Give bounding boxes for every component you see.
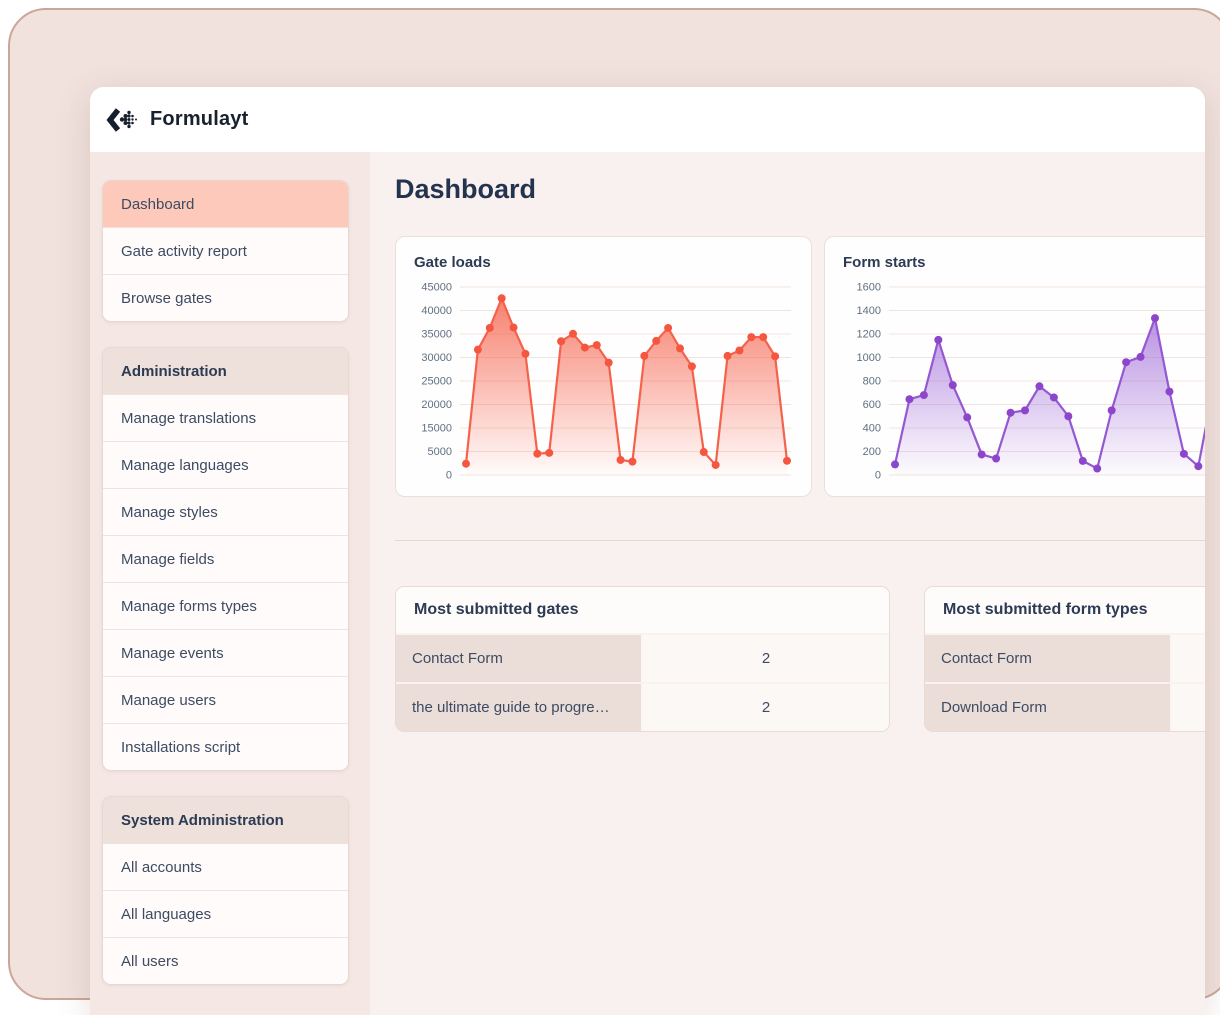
table-title: Most submitted gates bbox=[396, 587, 889, 633]
svg-text:200: 200 bbox=[863, 446, 881, 458]
table-body: Contact Form Download Form bbox=[925, 633, 1205, 731]
table-row: the ultimate guide to progre… 2 bbox=[396, 682, 889, 731]
svg-text:5000: 5000 bbox=[428, 446, 452, 458]
sidebar-item-manage-events[interactable]: Manage events bbox=[103, 629, 348, 676]
sidebar-item-manage-styles[interactable]: Manage styles bbox=[103, 488, 348, 535]
row-label: Contact Form bbox=[925, 635, 1172, 682]
sidebar-item-manage-forms-types[interactable]: Manage forms types bbox=[103, 582, 348, 629]
table-body: Contact Form 2 the ultimate guide to progr… bbox=[396, 633, 889, 731]
svg-text:1600: 1600 bbox=[857, 282, 881, 294]
svg-text:45000: 45000 bbox=[421, 282, 452, 294]
row-value: 2 bbox=[643, 684, 889, 731]
sidebar-item-installations-script[interactable]: Installations script bbox=[103, 723, 348, 770]
svg-text:30000: 30000 bbox=[421, 352, 452, 364]
table-row: Contact Form 2 bbox=[396, 633, 889, 682]
sidebar-group-header: System Administration bbox=[103, 797, 348, 843]
row-label: Download Form bbox=[925, 684, 1172, 731]
svg-text:0: 0 bbox=[875, 470, 881, 482]
sidebar-item-dashboard[interactable]: Dashboard bbox=[103, 181, 348, 227]
sidebar-item-all-languages[interactable]: All languages bbox=[103, 890, 348, 937]
sidebar-group-header: Administration bbox=[103, 348, 348, 394]
formulayt-logo-icon bbox=[106, 107, 137, 132]
page-background-panel: Formulayt Dashboard Gate activity report B… bbox=[8, 8, 1220, 1015]
brand-name: Formulayt bbox=[150, 108, 249, 130]
svg-text:400: 400 bbox=[863, 423, 881, 435]
form-starts-chart: 1600 1400 1200 1000 800 600 400 200 0 bbox=[843, 277, 1205, 487]
gate-loads-chart: 45000 40000 35000 30000 25000 20000 15000 5000 0 bbox=[414, 277, 793, 487]
table-row: Download Form bbox=[925, 682, 1205, 731]
svg-text:0: 0 bbox=[446, 470, 452, 482]
gate-loads-chart-title: Gate loads bbox=[414, 254, 491, 271]
row-value bbox=[1172, 684, 1205, 731]
form-starts-chart-title: Form starts bbox=[843, 254, 926, 271]
svg-text:1400: 1400 bbox=[857, 305, 881, 317]
sidebar-item-manage-users[interactable]: Manage users bbox=[103, 676, 348, 723]
svg-text:1200: 1200 bbox=[857, 329, 881, 341]
section-divider bbox=[395, 540, 1205, 541]
sidebar-item-manage-fields[interactable]: Manage fields bbox=[103, 535, 348, 582]
tables-row: Most submitted gates Contact Form 2 the ul… bbox=[395, 586, 1205, 732]
form-starts-chart-card: Form starts 1600 1400 1200 1000 800 600 400 200… bbox=[824, 236, 1205, 497]
sidebar-item-all-users[interactable]: All users bbox=[103, 937, 348, 984]
svg-text:15000: 15000 bbox=[421, 423, 452, 435]
app-window: Formulayt Dashboard Gate activity report B… bbox=[90, 87, 1205, 1015]
most-submitted-gates-table: Most submitted gates Contact Form 2 the ul… bbox=[395, 586, 890, 732]
svg-text:600: 600 bbox=[863, 399, 881, 411]
sidebar-item-manage-translations[interactable]: Manage translations bbox=[103, 394, 348, 441]
row-value bbox=[1172, 635, 1205, 682]
svg-text:800: 800 bbox=[863, 376, 881, 388]
svg-text:40000: 40000 bbox=[421, 305, 452, 317]
sidebar-item-browse-gates[interactable]: Browse gates bbox=[103, 274, 348, 321]
row-label: the ultimate guide to progre… bbox=[396, 684, 643, 731]
svg-text:20000: 20000 bbox=[421, 399, 452, 411]
table-title: Most submitted form types bbox=[925, 587, 1205, 633]
svg-text:25000: 25000 bbox=[421, 376, 452, 388]
charts-row: Gate loads 45000 40000 35000 30000 25000 2000… bbox=[395, 236, 1205, 497]
sidebar-item-all-accounts[interactable]: All accounts bbox=[103, 843, 348, 890]
most-submitted-form-types-table: Most submitted form types Contact Form Do… bbox=[924, 586, 1205, 732]
sidebar-group-2: System Administration All accounts All lan… bbox=[102, 796, 349, 985]
row-value: 2 bbox=[643, 635, 889, 682]
sidebar-item-manage-languages[interactable]: Manage languages bbox=[103, 441, 348, 488]
svg-text:1000: 1000 bbox=[857, 352, 881, 364]
svg-text:35000: 35000 bbox=[421, 329, 452, 341]
row-label: Contact Form bbox=[396, 635, 643, 682]
brand[interactable]: Formulayt bbox=[106, 106, 248, 134]
sidebar-item-gate-activity-report[interactable]: Gate activity report bbox=[103, 227, 348, 274]
sidebar-group-0: Dashboard Gate activity report Browse gate… bbox=[102, 180, 349, 322]
sidebar-group-1: Administration Manage translations Manage … bbox=[102, 347, 349, 771]
window-body: Dashboard Gate activity report Browse gate… bbox=[90, 152, 1205, 1015]
sidebar: Dashboard Gate activity report Browse gate… bbox=[90, 152, 370, 1015]
page-title: Dashboard bbox=[395, 174, 537, 204]
main-content: Dashboard Gate loads 45000 40000 35000 3000… bbox=[370, 152, 1205, 1015]
gate-loads-chart-card: Gate loads 45000 40000 35000 30000 25000 2000… bbox=[395, 236, 812, 497]
table-row: Contact Form bbox=[925, 633, 1205, 682]
app-header: Formulayt bbox=[90, 87, 1205, 152]
